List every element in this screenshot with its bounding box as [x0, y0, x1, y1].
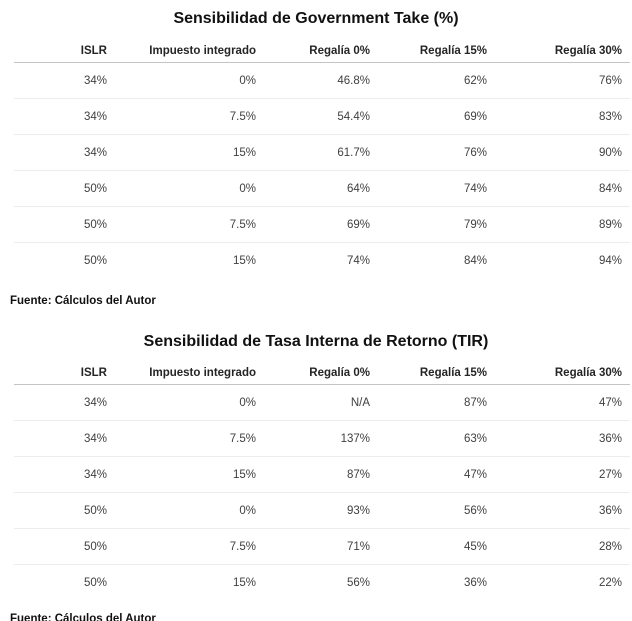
- table-row: 34% 15% 61.7% 76% 90%: [14, 134, 630, 171]
- table-cell: 76%: [495, 62, 630, 99]
- header-row: ISLR Impuesto integrado Regalía 0% Regalía …: [14, 40, 630, 63]
- table-row: 50% 15% 74% 84% 94%: [14, 243, 630, 279]
- table-cell: 34%: [14, 62, 115, 99]
- column-header: Regalía 15%: [378, 362, 495, 385]
- table-cell: 87%: [378, 384, 495, 421]
- column-header: Regalía 0%: [264, 362, 378, 385]
- table-cell: 15%: [232, 254, 256, 267]
- government-take-title: Sensibilidad de Government Take (%): [173, 10, 459, 27]
- table-row: 50% 0% 93% 56% 36%: [14, 492, 630, 529]
- source-note: Fuente: Cálculos del Autor: [10, 613, 156, 621]
- government-take-table: ISLR Impuesto integrado Regalía 0% Regalía …: [14, 40, 630, 278]
- table-cell: 0%: [115, 384, 264, 421]
- table-cell: 69%: [264, 206, 378, 243]
- tir-section: Sensibilidad de Tasa Interna de Retorno …: [0, 332, 632, 621]
- table-cell: 50%: [14, 528, 115, 565]
- table-cell: N/A: [264, 384, 378, 421]
- table-cell: 94%: [598, 254, 622, 267]
- table-row: 34% 15% 87% 47% 27%: [14, 456, 630, 493]
- table-cell: 69%: [378, 98, 495, 135]
- table-cell: 56%: [346, 576, 370, 589]
- table-row: 50% 0% 64% 74% 84%: [14, 170, 630, 207]
- table-cell: 71%: [264, 528, 378, 565]
- table-cell: 62%: [378, 62, 495, 99]
- table-cell: 47%: [378, 456, 495, 493]
- table-cell: 137%: [264, 420, 378, 457]
- column-header: Regalía 30%: [495, 362, 630, 385]
- table-row: 50% 7.5% 71% 45% 28%: [14, 528, 630, 565]
- table-row: 34% 7.5% 54.4% 69% 83%: [14, 98, 630, 135]
- table-cell: 76%: [378, 134, 495, 171]
- table-cell: 34%: [14, 98, 115, 135]
- tir-table: ISLR Impuesto integrado Regalía 0% Regalía …: [14, 362, 630, 600]
- table-row: 34% 7.5% 137% 63% 36%: [14, 420, 630, 457]
- government-take-section: Sensibilidad de Government Take (%) ISLR…: [0, 0, 632, 308]
- table-row: 34% 0% N/A 87% 47%: [14, 384, 630, 421]
- table-cell: 36%: [495, 420, 630, 457]
- table-cell: 7.5%: [115, 206, 264, 243]
- table-cell: 45%: [378, 528, 495, 565]
- table-cell: 7.5%: [115, 528, 264, 565]
- table-cell: 93%: [264, 492, 378, 529]
- table-cell: 46.8%: [264, 62, 378, 99]
- table-cell: 36%: [463, 576, 487, 589]
- table-cell: 50%: [14, 492, 115, 529]
- table-cell: 15%: [115, 134, 264, 171]
- table-cell: 15%: [115, 456, 264, 493]
- table-row: 34% 0% 46.8% 62% 76%: [14, 62, 630, 99]
- column-header: ISLR: [14, 362, 115, 385]
- column-header: Regalía 15%: [378, 40, 495, 63]
- table-cell: 61.7%: [264, 134, 378, 171]
- column-header: Impuesto integrado: [115, 40, 264, 63]
- table-cell: 79%: [378, 206, 495, 243]
- table-row: 50% 7.5% 69% 79% 89%: [14, 206, 630, 243]
- table-cell: 50%: [14, 206, 115, 243]
- table-cell: 83%: [495, 98, 630, 135]
- table-cell: 74%: [378, 170, 495, 207]
- table-cell: 34%: [14, 456, 115, 493]
- table-cell: 0%: [115, 492, 264, 529]
- table-cell: 54.4%: [264, 98, 378, 135]
- table-cell: 0%: [115, 62, 264, 99]
- table-cell: 34%: [14, 134, 115, 171]
- table-cell: 89%: [495, 206, 630, 243]
- table-cell: 22%: [598, 576, 622, 589]
- column-header: Regalía 30%: [495, 40, 630, 63]
- table-cell: 64%: [264, 170, 378, 207]
- table-cell: 27%: [495, 456, 630, 493]
- table-cell: 36%: [495, 492, 630, 529]
- table-cell: 50%: [14, 170, 115, 207]
- table-cell: 90%: [495, 134, 630, 171]
- table-cell: 28%: [495, 528, 630, 565]
- table-cell: 7.5%: [115, 98, 264, 135]
- tir-title: Sensibilidad de Tasa Interna de Retorno …: [143, 333, 489, 350]
- table-cell: 87%: [264, 456, 378, 493]
- table-cell: 50%: [83, 576, 107, 589]
- column-header: ISLR: [14, 40, 115, 63]
- column-header: Regalía 0%: [264, 40, 378, 63]
- table-cell: 50%: [83, 254, 107, 267]
- table-cell: 47%: [495, 384, 630, 421]
- table-row: 50% 15% 56% 36% 22%: [14, 565, 630, 601]
- header-row: ISLR Impuesto integrado Regalía 0% Regalía …: [14, 362, 630, 385]
- table-cell: 7.5%: [115, 420, 264, 457]
- table-cell: 84%: [463, 254, 487, 267]
- source-note: Fuente: Cálculos del Autor: [10, 295, 156, 307]
- table-cell: 63%: [378, 420, 495, 457]
- table-cell: 74%: [346, 254, 370, 267]
- table-cell: 56%: [378, 492, 495, 529]
- table-cell: 34%: [14, 384, 115, 421]
- table-cell: 34%: [14, 420, 115, 457]
- table-cell: 84%: [495, 170, 630, 207]
- table-cell: 15%: [232, 576, 256, 589]
- column-header: Impuesto integrado: [115, 362, 264, 385]
- table-cell: 0%: [115, 170, 264, 207]
